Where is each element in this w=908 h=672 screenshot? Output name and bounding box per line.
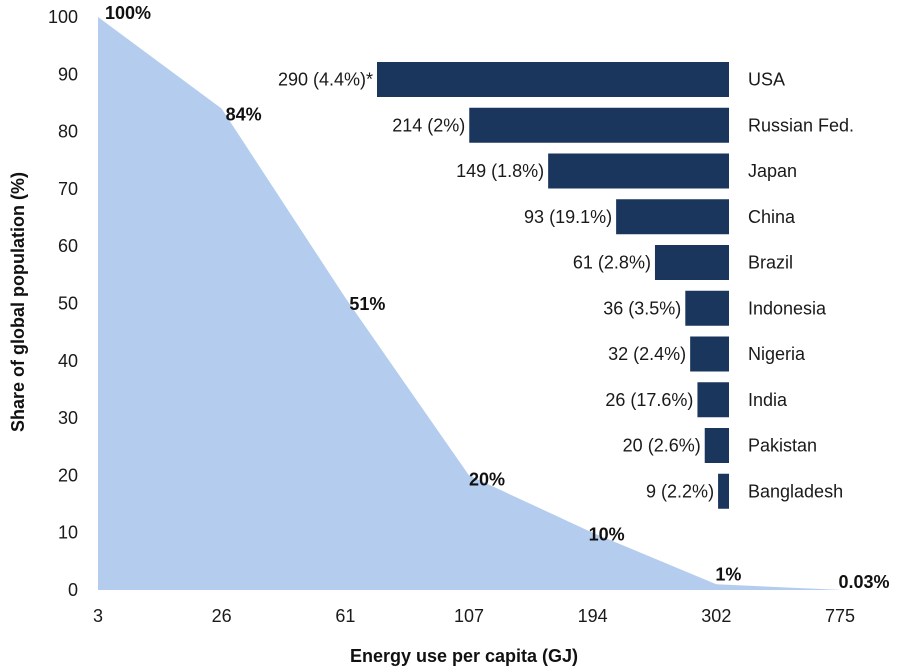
bar-value-label: 290 (4.4%)* xyxy=(278,70,373,90)
x-tick-label: 775 xyxy=(825,606,855,626)
y-axis-ticks: 0 10 20 30 40 50 60 70 80 90 100 xyxy=(48,7,78,600)
country-label: Bangladesh xyxy=(748,481,843,501)
country-label: Russian Fed. xyxy=(748,115,854,135)
x-tick-label: 107 xyxy=(454,606,484,626)
y-tick-label: 100 xyxy=(48,7,78,27)
x-tick-label: 61 xyxy=(335,606,355,626)
bar-value-label: 20 (2.6%) xyxy=(623,436,701,456)
bar-value-label: 32 (2.4%) xyxy=(608,344,686,364)
area-point-label: 51% xyxy=(349,294,385,314)
y-tick-label: 70 xyxy=(58,179,78,199)
bar-value-label: 26 (17.6%) xyxy=(605,390,693,410)
x-tick-label: 3 xyxy=(93,606,103,626)
bar-series: 290 (4.4%)* USA 214 (2%) Russian Fed. 149 (1… xyxy=(278,62,854,509)
country-label: Indonesia xyxy=(748,298,827,318)
y-tick-label: 60 xyxy=(58,236,78,256)
y-tick-label: 50 xyxy=(58,294,78,314)
y-tick-label: 0 xyxy=(68,580,78,600)
x-tick-label: 194 xyxy=(578,606,608,626)
country-bar xyxy=(548,153,729,189)
y-axis-title: Share of global population (%) xyxy=(8,172,28,432)
area-series xyxy=(98,17,840,590)
country-label: Nigeria xyxy=(748,344,806,364)
area-point-label: 1% xyxy=(715,564,741,584)
country-bar xyxy=(690,336,729,372)
area-point-label: 0.03% xyxy=(838,572,889,592)
country-bar xyxy=(704,428,729,463)
country-label: Pakistan xyxy=(748,436,817,456)
x-axis-title: Energy use per capita (GJ) xyxy=(350,646,578,666)
country-bar xyxy=(685,290,729,326)
y-tick-label: 20 xyxy=(58,465,78,485)
country-label: China xyxy=(748,207,796,227)
country-bar xyxy=(377,62,729,97)
bar-value-label: 93 (19.1%) xyxy=(524,207,612,227)
bar-value-label: 36 (3.5%) xyxy=(603,298,681,318)
area-point-label: 84% xyxy=(226,105,262,125)
country-label: USA xyxy=(748,70,785,90)
x-tick-label: 26 xyxy=(212,606,232,626)
country-label: India xyxy=(748,390,788,410)
country-bar xyxy=(616,199,729,235)
area-point-label: 100% xyxy=(105,3,151,23)
area-point-label: 10% xyxy=(589,525,625,545)
country-bar xyxy=(697,382,729,418)
country-bar xyxy=(469,107,729,143)
x-axis-ticks: 3 26 61 107 194 302 775 xyxy=(93,606,855,626)
country-label: Japan xyxy=(748,161,797,181)
y-tick-label: 30 xyxy=(58,408,78,428)
bar-value-label: 9 (2.2%) xyxy=(646,481,714,501)
y-tick-label: 90 xyxy=(58,64,78,84)
bar-value-label: 149 (1.8%) xyxy=(456,161,544,181)
y-tick-label: 40 xyxy=(58,351,78,371)
bar-value-label: 214 (2%) xyxy=(392,115,465,135)
bar-value-label: 61 (2.8%) xyxy=(573,253,651,273)
y-tick-label: 80 xyxy=(58,122,78,142)
population-area xyxy=(98,17,840,590)
area-point-label: 20% xyxy=(469,469,505,489)
y-tick-label: 10 xyxy=(58,523,78,543)
x-tick-label: 302 xyxy=(701,606,731,626)
area-point-labels: 100% 84% 51% 20% 10% 1% 0.03% xyxy=(105,3,890,592)
country-bar xyxy=(718,473,729,509)
country-bar xyxy=(654,245,729,280)
country-label: Brazil xyxy=(748,253,793,273)
